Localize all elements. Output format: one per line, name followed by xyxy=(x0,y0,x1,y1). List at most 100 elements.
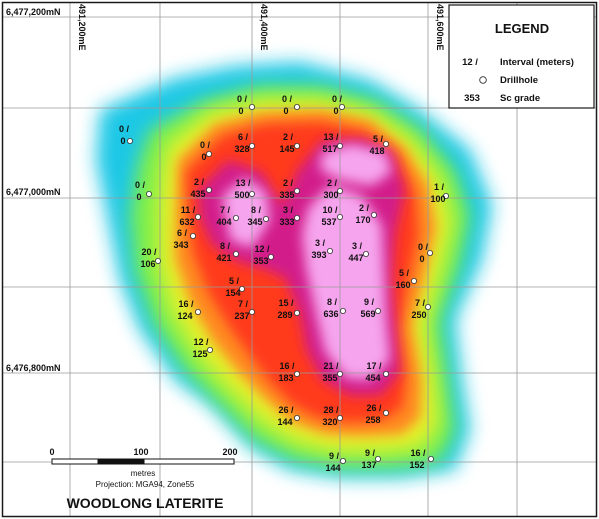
drillhole-interval: 16 / xyxy=(178,299,194,309)
drillhole-grade: 0 xyxy=(120,136,125,146)
drillhole: 16 / 183 xyxy=(278,361,300,383)
drillhole-icon xyxy=(206,346,213,353)
drillhole-grade: 137 xyxy=(361,460,376,470)
drillhole-interval: 0 / xyxy=(332,94,343,104)
drillhole: 2 /300 xyxy=(323,178,343,200)
drillhole-grade: 0 xyxy=(238,106,243,116)
drillhole-grade: 237 xyxy=(234,311,249,321)
drillhole-grade: 0 xyxy=(419,254,424,264)
drillhole-grade: 0 xyxy=(333,106,338,116)
drillhole-interval: 8 / xyxy=(251,205,262,215)
drillhole-grade: 152 xyxy=(409,460,424,470)
easting-labels: 491,200mE 491,400mE 491,600mE xyxy=(77,4,445,51)
drillhole: 12 / 353 xyxy=(253,244,274,266)
drillhole: 28 / 320 xyxy=(322,405,343,427)
drillhole-grade: 124 xyxy=(177,311,192,321)
drillhole-interval: 2 / xyxy=(359,203,370,213)
drillhole-icon xyxy=(127,137,134,144)
scale-unit: metres xyxy=(131,469,155,478)
legend-interval-label: Interval (meters) xyxy=(500,57,574,68)
scale-label: 0 xyxy=(49,447,54,457)
drillhole-grade: 333 xyxy=(279,217,294,227)
grade-contour-surface xyxy=(96,62,492,478)
drillhole: 9 /569 xyxy=(360,297,381,319)
drillhole-icon xyxy=(427,455,434,462)
drillhole-grade: 144 xyxy=(325,463,340,473)
drillhole-icon xyxy=(338,104,345,111)
drillhole: 3 /393 xyxy=(311,238,333,260)
drillhole: 21 / 355 xyxy=(322,361,343,383)
legend-drillhole-label: Drillhole xyxy=(500,75,538,86)
drillhole-interval: 6 / xyxy=(238,132,249,142)
drillhole-interval: 0 / xyxy=(282,94,293,104)
drillhole-interval: 7 / xyxy=(415,298,426,308)
drillhole-icon xyxy=(293,104,300,111)
northing-label: 6,477,200mN xyxy=(6,7,61,17)
contour-band-pink xyxy=(222,144,392,380)
drillhole-grade: 170 xyxy=(355,215,370,225)
drillhole: 17 / 454 xyxy=(365,361,389,383)
drillhole: 10 / 537 xyxy=(321,205,343,227)
drillhole-interval: 13 / xyxy=(323,132,339,142)
drillhole-icon xyxy=(374,455,381,462)
drillhole-grade: 320 xyxy=(322,417,337,427)
northing-label: 6,476,800mN xyxy=(6,363,61,373)
scale-bar: 0 100 200 metres Projection: MGA94, Zone… xyxy=(49,447,237,489)
drillhole-grade: 0 xyxy=(283,106,288,116)
drillhole-icon xyxy=(267,253,274,260)
drillhole-icon xyxy=(293,414,300,421)
drillhole-grade: 0 xyxy=(201,152,206,162)
drillhole-interval: 15 / xyxy=(278,298,294,308)
drillhole-interval: 0 / xyxy=(418,242,429,252)
drillhole-interval: 5 / xyxy=(399,268,410,278)
drillhole-icon xyxy=(339,307,346,314)
drillhole-grade: 636 xyxy=(323,309,338,319)
drillhole-grade: 355 xyxy=(322,373,337,383)
drillhole-interval: 7 / xyxy=(220,205,231,215)
drillhole-interval: 1 / xyxy=(434,182,445,192)
drillhole-icon xyxy=(293,142,300,149)
drillhole-grade: 404 xyxy=(216,217,231,227)
drillhole: 15 / 289 xyxy=(277,298,300,320)
drillhole-grade: 258 xyxy=(365,415,380,425)
drillhole-interval: 0 / xyxy=(135,180,146,190)
drillhole-icon xyxy=(205,186,212,193)
drillhole: 0 /0 xyxy=(135,180,152,202)
drillhole-grade: 393 xyxy=(311,250,326,260)
drillhole-icon xyxy=(336,187,343,194)
drillhole-icon xyxy=(424,303,431,310)
drillhole-interval: 10 / xyxy=(322,205,338,215)
drillhole: 8 /636 xyxy=(323,297,346,319)
drillhole-icon xyxy=(248,308,255,315)
drillhole-grade: 250 xyxy=(411,310,426,320)
drillhole-icon xyxy=(232,250,239,257)
drillhole-interval: 9 / xyxy=(365,448,376,458)
drillhole-grade: 353 xyxy=(253,256,268,266)
drillhole: 12 / 125 xyxy=(192,337,213,359)
drillhole-grade: 100 xyxy=(430,194,445,204)
drillhole: 6 /328 xyxy=(234,132,255,154)
drillhole: 16 / 124 xyxy=(177,299,201,321)
drillhole-grade: 418 xyxy=(369,146,384,156)
drillhole-grade: 447 xyxy=(348,253,363,263)
drillhole: 3 /447 xyxy=(348,241,369,263)
legend-title: LEGEND xyxy=(495,21,549,36)
drillhole: 5 /160 xyxy=(395,268,417,290)
drillhole-icon xyxy=(194,213,201,220)
drillhole: 0 /0 xyxy=(119,124,134,146)
drillhole: 0 /0 xyxy=(418,242,433,264)
drillhole-icon xyxy=(382,140,389,147)
drillhole: 8 /345 xyxy=(247,205,269,227)
drillhole: 13 / 500 xyxy=(234,178,255,200)
drillhole-icon xyxy=(293,309,300,316)
drillhole-icon xyxy=(232,214,239,221)
drillhole-icon xyxy=(426,249,433,256)
drillhole-grade: 517 xyxy=(322,144,337,154)
easting-label: 491,200mE xyxy=(77,4,87,51)
drillhole-grade: 144 xyxy=(277,417,292,427)
drillhole-interval: 5 / xyxy=(373,134,384,144)
drillhole-grade: 106 xyxy=(140,259,155,269)
drillhole: 2 /435 xyxy=(190,177,212,199)
drillhole-grade: 345 xyxy=(247,217,262,227)
